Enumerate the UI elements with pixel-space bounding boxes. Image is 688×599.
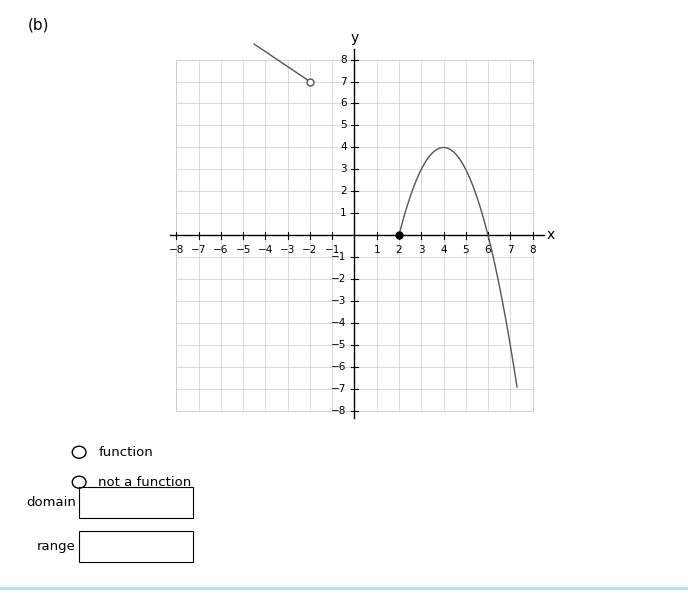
Text: 6: 6 [340,98,347,108]
Text: 2: 2 [340,186,347,196]
Text: 3: 3 [340,165,347,174]
Text: −2: −2 [302,246,318,255]
Text: 2: 2 [396,246,402,255]
Text: 4: 4 [340,143,347,153]
Text: −1: −1 [325,246,340,255]
Text: −6: −6 [331,362,347,373]
Text: range: range [36,540,76,553]
Text: 5: 5 [462,246,469,255]
Text: −6: −6 [213,246,228,255]
Text: −4: −4 [331,318,347,328]
Text: 7: 7 [340,77,347,86]
Text: 5: 5 [340,120,347,131]
Text: 8: 8 [529,246,536,255]
Text: 4: 4 [440,246,447,255]
Text: 6: 6 [485,246,491,255]
Text: −1: −1 [331,252,347,262]
Text: (b): (b) [28,18,49,33]
Text: −5: −5 [235,246,250,255]
Text: 1: 1 [374,246,380,255]
Text: 7: 7 [507,246,514,255]
Text: 1: 1 [340,208,347,219]
Text: domain: domain [26,496,76,509]
Text: −5: −5 [331,340,347,350]
Text: x: x [547,228,555,243]
Text: −7: −7 [331,385,347,394]
Text: y: y [350,31,358,46]
Text: −8: −8 [169,246,184,255]
Text: function: function [98,446,153,459]
Text: 8: 8 [340,55,347,65]
Text: −7: −7 [191,246,206,255]
Text: not a function: not a function [98,476,192,489]
Text: −8: −8 [331,406,347,416]
Text: −2: −2 [331,274,347,285]
Text: −4: −4 [257,246,273,255]
Text: 3: 3 [418,246,424,255]
Text: −3: −3 [280,246,295,255]
Text: −3: −3 [331,297,347,306]
